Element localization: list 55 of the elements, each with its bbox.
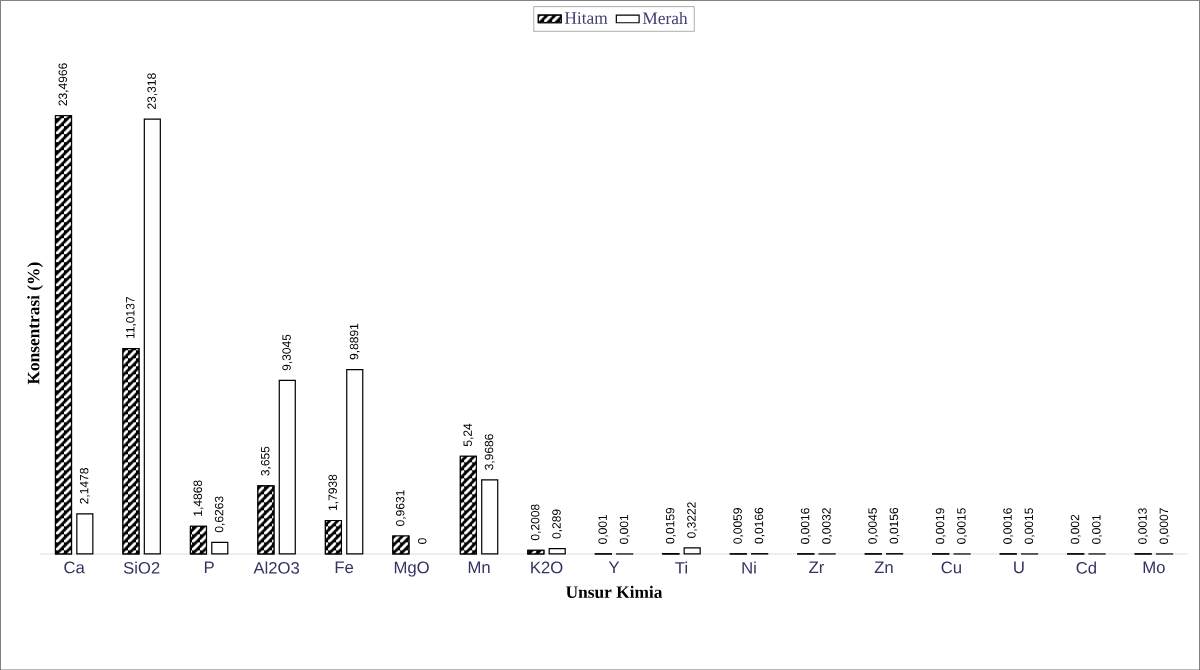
- x-tick-label: Ca: [64, 561, 85, 574]
- data-label: 0,0159: [665, 507, 676, 544]
- data-label: 0,0045: [868, 507, 879, 544]
- x-tick-label: Ni: [742, 561, 756, 574]
- x-tick-label: Mn: [468, 561, 490, 573]
- x-tick-label: Fe: [335, 561, 354, 573]
- data-label: 23,318: [147, 73, 158, 109]
- data-label: 11,0137: [126, 296, 136, 338]
- x-tick-label: Y: [608, 561, 620, 573]
- data-label: 0,0019: [935, 507, 946, 544]
- x-tick-label: Ti: [675, 561, 687, 574]
- y-axis-title: Konsentrasi (%): [27, 262, 43, 385]
- data-label: 9,8891: [349, 323, 360, 360]
- x-axis-title: Unsur Kimia: [566, 585, 663, 598]
- data-label: 0,0016: [800, 507, 811, 544]
- data-label: 0,001: [1092, 514, 1102, 544]
- data-label: 1,7938: [328, 474, 339, 510]
- data-label: 0,0156: [889, 507, 900, 544]
- data-label: 0,0059: [733, 507, 744, 544]
- x-tick-label: Mo: [1143, 561, 1165, 573]
- data-label: 23,4966: [58, 63, 69, 106]
- data-label: 0,0032: [822, 508, 833, 544]
- data-label: 0,6263: [214, 496, 225, 533]
- x-tick-label: K2O: [531, 561, 563, 574]
- x-tick-label: Zr: [809, 561, 825, 573]
- data-label: 0,289: [552, 509, 563, 539]
- x-tick-label: Cu: [941, 561, 961, 574]
- data-label: 0,001: [598, 514, 609, 544]
- data-label: 3,655: [260, 446, 271, 476]
- data-label: 3,9686: [484, 433, 495, 470]
- data-label: 0,9631: [395, 490, 406, 526]
- data-label: 0,001: [619, 514, 630, 544]
- data-label: 0,0015: [957, 507, 968, 544]
- data-label: 9,3045: [282, 334, 293, 371]
- data-label: 0,0013: [1138, 507, 1149, 544]
- x-tick-label: P: [204, 561, 214, 573]
- data-label: 0,2008: [530, 504, 541, 540]
- data-label: 0,0016: [1003, 507, 1014, 544]
- data-label: 2,1478: [79, 467, 90, 504]
- data-label: 0,0015: [1024, 507, 1035, 544]
- x-tick-label: Zn: [874, 561, 893, 573]
- x-tick-label: SiO2: [123, 561, 160, 574]
- x-tick-label: U: [1014, 561, 1024, 573]
- data-label: 0,0007: [1159, 508, 1170, 544]
- data-label: 1,4868: [193, 480, 204, 516]
- x-tick-label: Al2O3: [253, 561, 300, 574]
- legend-label: Merah: [642, 11, 688, 24]
- data-label: 0,3222: [687, 502, 698, 538]
- x-tick-label: Cd: [1076, 561, 1096, 574]
- x-tick-label: MgO: [394, 561, 429, 577]
- data-label: 0,002: [1070, 514, 1081, 544]
- data-label: 5,24: [463, 423, 474, 446]
- data-label: 0,0166: [754, 507, 765, 544]
- data-label: 0: [417, 537, 427, 544]
- legend-label: Hitam: [564, 12, 608, 24]
